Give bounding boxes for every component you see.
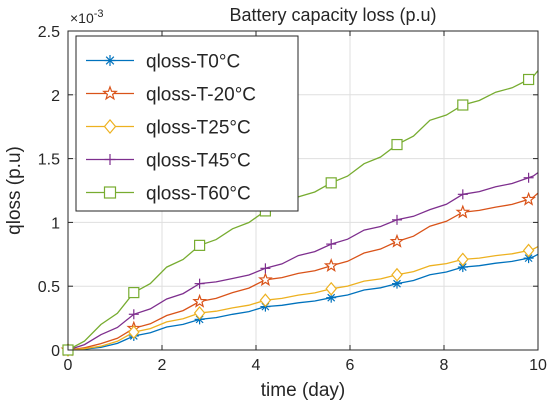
y-tick-label: 0 [51, 343, 60, 360]
x-tick-label: 0 [64, 357, 73, 374]
legend-label: qloss-T25°C [146, 118, 251, 139]
chart-title: Battery capacity loss (p.u) [229, 5, 436, 25]
diamond-marker [259, 293, 272, 308]
legend-label: qloss-T45°C [146, 151, 251, 172]
y-tick-label: 0.5 [38, 279, 60, 296]
x-tick-label: 8 [440, 357, 449, 374]
series-line [67, 246, 539, 351]
x-tick-label: 6 [346, 357, 355, 374]
legend-entry: qloss-T25°C [86, 118, 251, 139]
plus-marker [457, 189, 468, 200]
axis-ticks: 0 2 4 6 8 10 0 0.5 1 1.5 2 2.5 [38, 24, 547, 374]
y-tick-label: 1.5 [38, 152, 60, 169]
square-marker [522, 73, 535, 86]
pentagram-marker [258, 272, 273, 287]
legend-label: qloss-T0°C [146, 52, 240, 73]
legend: qloss-T0°C qloss-T-20°C qloss-T25°C qloss-T… [75, 35, 299, 212]
x-tick-label: 2 [158, 357, 167, 374]
plus-marker [326, 239, 337, 250]
legend-label: qloss-T-20°C [146, 85, 256, 106]
pentagram-marker [455, 204, 471, 219]
x-axis-label: time (day) [261, 380, 345, 401]
plus-marker [392, 214, 402, 225]
square-marker [194, 239, 206, 251]
square-marker [391, 138, 403, 151]
diamond-marker [103, 118, 117, 135]
pentagram-marker [389, 233, 405, 248]
plus-marker [104, 154, 116, 165]
y-axis-multiplier: ×10-3 [70, 8, 104, 26]
diamond-marker [128, 325, 140, 340]
plus-marker [194, 278, 205, 289]
legend-entry: qloss-T60°C [86, 184, 251, 205]
plus-marker [128, 309, 139, 320]
y-tick-label: 2 [51, 88, 60, 105]
plus-marker [260, 263, 271, 274]
diamond-marker [325, 281, 337, 296]
x-tick-label: 10 [529, 357, 547, 374]
y-multiplier-exponent: -3 [94, 8, 104, 20]
pentagram-marker [192, 293, 207, 308]
plus-marker [523, 172, 534, 183]
y-axis-label: qloss (p.u) [4, 146, 25, 235]
diamond-marker [457, 252, 469, 267]
y-multiplier-base: ×10 [70, 10, 94, 26]
diamond-marker [522, 243, 535, 258]
y-tick-label: 1 [51, 215, 60, 232]
square-marker [128, 286, 140, 299]
legend-label: qloss-T60°C [146, 184, 251, 205]
y-tick-label: 2.5 [38, 24, 60, 41]
legend-entry: qloss-T45°C [86, 151, 251, 172]
x-tick-label: 4 [252, 357, 261, 374]
plot-frame [67, 30, 539, 351]
series-line [67, 192, 539, 351]
diamond-marker [193, 306, 206, 320]
legend-entry: qloss-T0°C [86, 52, 240, 73]
square-marker [457, 99, 469, 111]
series-line [67, 253, 539, 351]
legend-entry: qloss-T-20°C [86, 85, 256, 106]
pentagram-marker [323, 258, 339, 273]
pentagram-marker [102, 85, 118, 101]
series-line [67, 70, 539, 351]
square-marker [325, 177, 337, 189]
square-marker [103, 186, 117, 199]
diamond-marker [391, 267, 403, 282]
pentagram-marker [521, 191, 536, 206]
series-line [67, 172, 539, 351]
asterisk-marker [104, 55, 116, 66]
